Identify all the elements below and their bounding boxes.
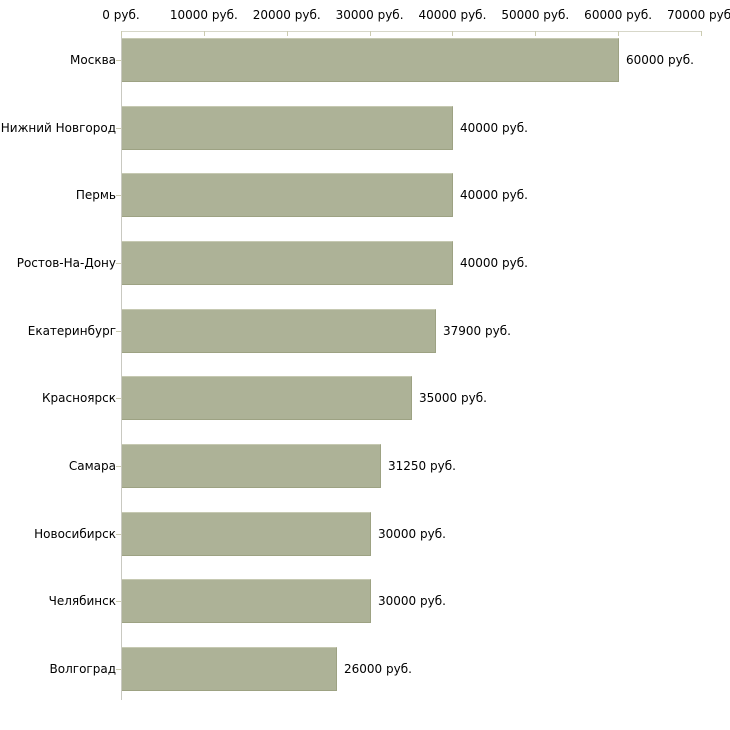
value-label: 40000 руб. [460,188,528,202]
x-axis-line [121,31,702,32]
x-tick-label: 30000 руб. [335,8,404,22]
x-tick-mark [535,31,536,36]
value-label: 31250 руб. [388,459,456,473]
x-tick-label: 10000 руб. [169,8,238,22]
y-axis-line [121,31,122,700]
x-tick-label: 0 руб. [102,8,140,22]
bar [122,579,371,623]
x-tick-mark [452,31,453,36]
category-label: Волгоград [49,662,116,676]
category-label: Новосибирск [34,527,116,541]
y-tick-mark [116,263,121,264]
x-tick-mark [618,31,619,36]
category-label: Ростов-На-Дону [16,256,116,270]
y-tick-mark [116,331,121,332]
value-label: 60000 руб. [626,53,694,67]
x-tick-label: 20000 руб. [252,8,321,22]
value-label: 40000 руб. [460,256,528,270]
bar [122,444,381,488]
x-tick-label: 50000 руб. [501,8,570,22]
x-tick-mark [204,31,205,36]
y-tick-mark [116,195,121,196]
category-label: Нижний Новгород [0,121,116,135]
x-tick-mark [287,31,288,36]
value-label: 30000 руб. [378,594,446,608]
bar [122,38,619,82]
value-label: 37900 руб. [443,324,511,338]
y-tick-mark [116,60,121,61]
bar [122,376,412,420]
x-tick-label: 70000 руб. [667,8,730,22]
category-label: Самара [68,459,116,473]
y-tick-mark [116,128,121,129]
y-tick-mark [116,601,121,602]
value-label: 35000 руб. [419,391,487,405]
bar [122,309,436,353]
y-tick-mark [116,466,121,467]
value-label: 30000 руб. [378,527,446,541]
value-label: 26000 руб. [344,662,412,676]
value-label: 40000 руб. [460,121,528,135]
category-label: Красноярск [42,391,116,405]
category-label: Москва [70,53,116,67]
category-label: Челябинск [48,594,116,608]
x-tick-label: 60000 руб. [584,8,653,22]
category-label: Пермь [75,188,116,202]
y-tick-mark [116,534,121,535]
category-label: Екатеринбург [27,324,116,338]
bar [122,173,453,217]
y-tick-mark [116,669,121,670]
y-tick-mark [116,398,121,399]
bar [122,647,337,691]
bar [122,512,371,556]
x-tick-label: 40000 руб. [418,8,487,22]
bar [122,241,453,285]
x-tick-mark [121,31,122,36]
x-tick-mark [701,31,702,36]
x-tick-mark [370,31,371,36]
bar [122,106,453,150]
